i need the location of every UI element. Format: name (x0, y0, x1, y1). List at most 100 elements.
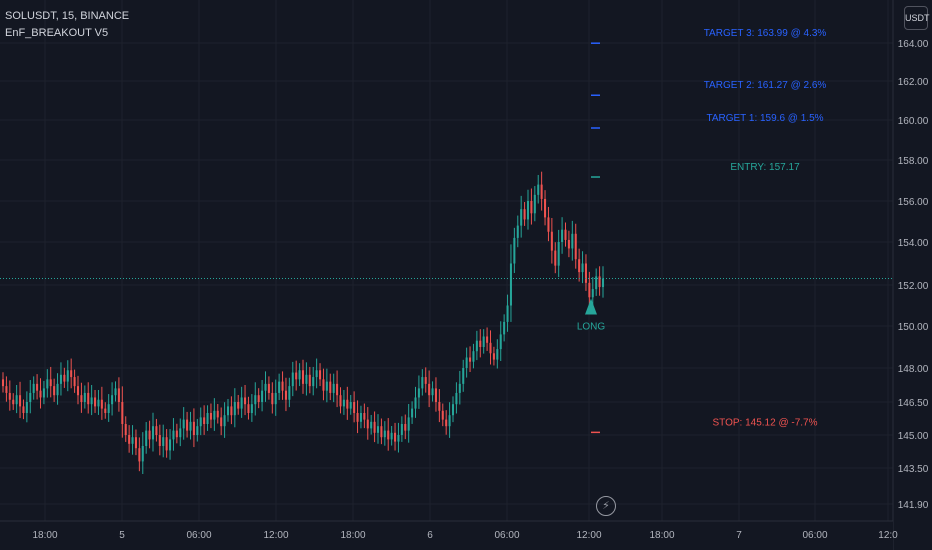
candle[interactable] (383, 421, 386, 446)
candle[interactable] (424, 367, 427, 393)
candle[interactable] (192, 408, 195, 448)
candle[interactable] (387, 418, 390, 451)
candle[interactable] (359, 405, 362, 429)
candle[interactable] (42, 380, 45, 405)
candle[interactable] (46, 369, 49, 398)
candle[interactable] (496, 339, 499, 369)
candle[interactable] (206, 405, 209, 431)
candle[interactable] (257, 388, 260, 409)
candle[interactable] (584, 254, 587, 291)
candle[interactable] (557, 229, 560, 278)
candle[interactable] (39, 378, 42, 409)
candle[interactable] (49, 366, 52, 398)
candle[interactable] (182, 407, 185, 440)
candle[interactable] (394, 422, 397, 451)
candle[interactable] (70, 358, 73, 389)
candle[interactable] (291, 361, 294, 397)
candle[interactable] (32, 376, 35, 400)
candle[interactable] (138, 437, 141, 472)
time-axis[interactable]: 18:00 5 06:00 12:00 18:00 6 06:00 12:00 18:00 7 06… (0, 520, 898, 550)
candle[interactable] (25, 391, 28, 423)
candle[interactable] (336, 370, 339, 408)
candle[interactable] (346, 386, 349, 420)
candle[interactable] (370, 414, 373, 435)
candle[interactable] (281, 371, 284, 400)
candle[interactable] (458, 370, 461, 405)
candle[interactable] (312, 366, 315, 396)
candle[interactable] (29, 380, 32, 414)
candle[interactable] (448, 402, 451, 438)
candle[interactable] (581, 251, 584, 284)
candle[interactable] (216, 403, 219, 424)
candle[interactable] (36, 374, 39, 400)
candle[interactable] (63, 367, 66, 388)
candle[interactable] (1, 372, 5, 393)
candle[interactable] (486, 327, 489, 351)
candle[interactable] (407, 403, 410, 443)
candle[interactable] (342, 389, 345, 415)
candle[interactable] (564, 222, 567, 247)
candle[interactable] (421, 369, 424, 396)
candle[interactable] (492, 346, 495, 366)
candle[interactable] (196, 418, 199, 442)
candle[interactable] (107, 394, 110, 422)
price-axis[interactable]: 164.00 162.00 160.00 158.00 156.00 154.00 152.… (892, 0, 932, 550)
indicator-title[interactable]: EnF_BREAKOUT V5 (5, 27, 109, 39)
candle[interactable] (308, 366, 311, 394)
candle[interactable] (209, 403, 212, 429)
candle[interactable] (322, 368, 325, 401)
candle[interactable] (319, 363, 322, 387)
candle[interactable] (148, 420, 151, 449)
candle[interactable] (22, 399, 25, 420)
candle[interactable] (530, 188, 533, 225)
candle[interactable] (247, 396, 250, 420)
candle[interactable] (509, 244, 512, 322)
candle[interactable] (131, 425, 134, 455)
candle[interactable] (373, 411, 376, 443)
candle[interactable] (366, 407, 369, 440)
candle[interactable] (87, 382, 90, 414)
candle[interactable] (158, 424, 161, 456)
candle[interactable] (571, 220, 574, 261)
candle[interactable] (175, 423, 178, 444)
candle[interactable] (550, 218, 553, 264)
candle[interactable] (499, 321, 502, 362)
candle[interactable] (479, 329, 482, 358)
candle[interactable] (97, 389, 100, 415)
candle[interactable] (526, 189, 530, 230)
candle[interactable] (94, 389, 97, 413)
candle[interactable] (431, 381, 434, 402)
candle[interactable] (186, 411, 189, 438)
candle[interactable] (121, 386, 124, 438)
candle[interactable] (226, 399, 230, 422)
candle[interactable] (162, 424, 165, 458)
candle[interactable] (397, 422, 400, 453)
candle[interactable] (489, 330, 492, 365)
candle[interactable] (465, 347, 468, 378)
candle[interactable] (332, 373, 335, 403)
candle[interactable] (411, 401, 414, 424)
candle[interactable] (503, 314, 506, 342)
candle[interactable] (274, 379, 277, 416)
candle[interactable] (100, 386, 103, 420)
candle[interactable] (516, 215, 519, 248)
candle[interactable] (390, 425, 393, 446)
candle[interactable] (305, 362, 308, 396)
candle[interactable] (417, 375, 420, 409)
candle[interactable] (363, 403, 366, 429)
lightning-icon[interactable]: ⚡ (596, 496, 616, 516)
candle[interactable] (165, 429, 168, 458)
candle[interactable] (223, 402, 226, 438)
candle[interactable] (349, 394, 352, 415)
candle[interactable] (547, 206, 550, 242)
candle[interactable] (124, 416, 127, 442)
candle[interactable] (544, 190, 547, 226)
candle[interactable] (114, 381, 117, 402)
candle[interactable] (56, 373, 59, 405)
candle[interactable] (19, 381, 22, 419)
candle[interactable] (213, 398, 216, 431)
symbol-title[interactable]: SOLUSDT, 15, BINANCE (5, 10, 130, 22)
candle[interactable] (12, 393, 15, 410)
candle[interactable] (329, 373, 332, 401)
candle[interactable] (155, 418, 158, 442)
